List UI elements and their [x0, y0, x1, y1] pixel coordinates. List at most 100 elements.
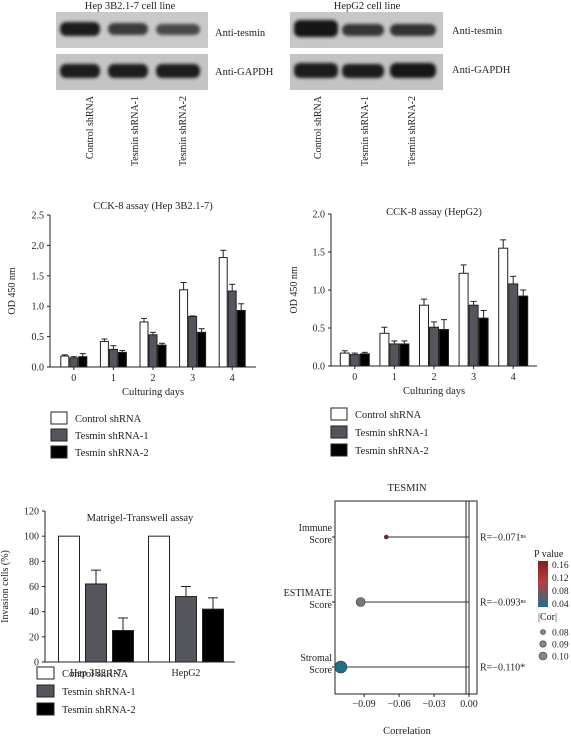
lane-label: Tesmin shRNA-1	[130, 96, 141, 166]
lollipop-dot	[334, 660, 348, 674]
legend-swatch	[36, 702, 55, 716]
legend-swatch	[330, 425, 348, 439]
chart-title: CCK-8 assay (HepG2)	[386, 207, 482, 218]
colorbar-tick-label: 0.08	[552, 587, 569, 597]
y-tick-label: 60	[29, 582, 39, 593]
bar	[389, 343, 400, 367]
bar	[197, 331, 207, 368]
bar	[399, 343, 410, 367]
legend-label: Tesmin shRNA-2	[75, 448, 149, 459]
blot-bands	[294, 20, 436, 78]
legend-label: Tesmin shRNA-2	[62, 705, 136, 716]
bar	[468, 304, 479, 367]
lane-label: Tesmin shRNA-1	[360, 96, 371, 166]
bar	[518, 295, 529, 367]
bar	[112, 630, 134, 663]
bar	[78, 356, 88, 368]
legend-swatch	[50, 411, 68, 425]
legend-transwell: Control shRNA Tesmin shRNA-1 Tesmin shRNA-…	[36, 666, 136, 716]
y-tick-label: 0.5	[313, 324, 326, 335]
size-legend-dot	[538, 651, 548, 661]
y-tick-label: 1.0	[313, 286, 326, 297]
x-tick-label: Hep 3B2.1-7	[70, 668, 122, 679]
blot-title: Hep 3B2.1-7 cell line	[85, 1, 176, 12]
y-tick-label: 20	[29, 632, 39, 643]
colorbar-tick-label: 0.16	[552, 561, 569, 571]
lane-label: Control shRNA	[85, 95, 96, 159]
y-tick-label: 1.0	[32, 302, 45, 313]
lane-label: Tesmin shRNA-2	[178, 96, 189, 166]
blot-row-label: Anti-GAPDH	[452, 65, 511, 76]
x-axis-label: Culturing days	[122, 387, 184, 398]
y-tick-label: 40	[29, 607, 39, 618]
legend-swatch	[50, 445, 68, 459]
y-axis-label: OD 450 nm	[7, 267, 18, 314]
x-tick-label: 4	[230, 373, 235, 384]
lane-label: Tesmin shRNA-2	[407, 96, 418, 166]
legend-title: |Cor|	[538, 612, 557, 623]
colorbar-tick-label: 0.04	[552, 600, 569, 610]
correlation-label: R=−0.110*	[480, 663, 525, 674]
bar	[458, 272, 469, 367]
x-tick-label: 2	[151, 373, 156, 384]
blot-row-label: Anti-tesmin	[215, 28, 266, 39]
x-tick-label: 3	[471, 372, 476, 383]
category-label: Score	[309, 535, 332, 546]
bar	[429, 326, 439, 367]
bar	[339, 352, 350, 367]
category-label: ESTIMATE	[284, 588, 332, 599]
category-label: Stromal	[300, 653, 332, 664]
x-tick-label: 0	[352, 372, 357, 383]
legend-label: Control shRNA	[75, 414, 142, 425]
category-label: Score	[309, 600, 332, 611]
correlation-label: R=−0.071ⁿˢ	[480, 533, 526, 544]
bar	[202, 608, 224, 663]
chart-cck8-hepg2: CCK-8 assay (HepG2) 0.0 0.5 1.0 1.5 2.0 OD 450…	[289, 207, 537, 397]
x-tick-label: 1	[392, 372, 397, 383]
x-tick-label: 2	[432, 372, 437, 383]
y-axis-label: OD 450 nm	[289, 266, 300, 313]
bar	[478, 317, 489, 367]
x-tick-label: 0.00	[460, 699, 478, 710]
chart-transwell: Matrigel-Transwell assay 0 20 40 60 80 100 120 I…	[0, 507, 235, 679]
x-tick-label: 3	[190, 373, 195, 384]
blot-row-label: Anti-GAPDH	[215, 67, 274, 78]
y-tick-label: 2.0	[32, 241, 45, 252]
bar	[218, 257, 228, 368]
x-tick-label: 4	[511, 372, 516, 383]
x-axis-label: Culturing days	[403, 386, 465, 397]
legend-swatch	[330, 407, 348, 421]
bar	[498, 247, 509, 367]
bar	[69, 357, 79, 368]
bar	[188, 316, 198, 368]
bar	[227, 290, 237, 368]
lane-label: Control shRNA	[313, 95, 324, 159]
size-legend-label: 0.08	[552, 629, 569, 639]
blot-row-label: Anti-tesmin	[452, 26, 503, 37]
x-tick-label: −0.09	[353, 699, 376, 710]
x-tick-label: −0.03	[422, 699, 445, 710]
bar	[108, 348, 118, 368]
x-tick-label: 1	[111, 373, 116, 384]
blot-title: HepG2 cell line	[334, 1, 401, 12]
lollipop-dot	[355, 597, 366, 607]
bar	[148, 334, 158, 368]
p-value-colorbar	[538, 561, 548, 607]
y-tick-label: 0	[34, 658, 39, 669]
blot-bands	[60, 22, 200, 78]
bar	[419, 304, 429, 367]
legend-cck8-hepg2: Control shRNA Tesmin shRNA-1 Tesmin shRNA-…	[330, 407, 429, 457]
y-tick-label: 1.5	[313, 248, 326, 259]
bar	[148, 535, 170, 663]
bar	[439, 329, 449, 367]
bar	[157, 344, 167, 368]
y-tick-label: 120	[24, 507, 39, 518]
blot-panel-hep3b: Hep 3B2.1-7 cell line Anti-tesmin Anti-G…	[56, 1, 274, 166]
bar	[85, 583, 107, 663]
y-tick-label: 0.0	[313, 362, 326, 373]
bar	[236, 309, 246, 368]
chart-title: Matrigel-Transwell assay	[87, 513, 194, 524]
bar	[379, 332, 390, 367]
